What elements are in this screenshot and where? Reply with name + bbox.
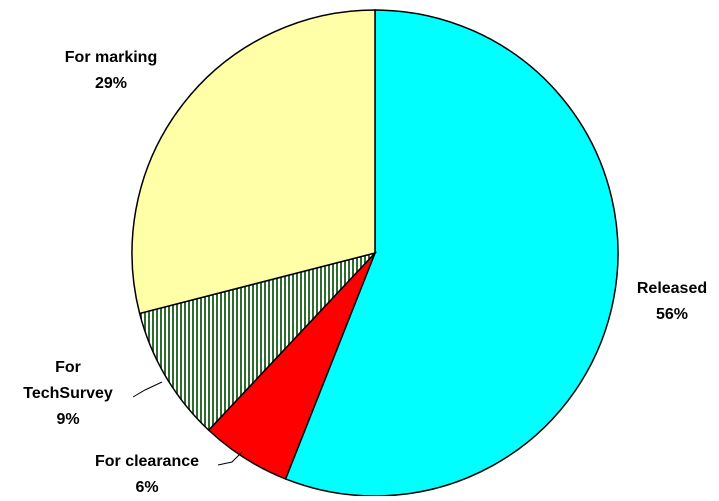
label-name: For TechSurvey — [23, 359, 113, 402]
pie-slice — [138, 251, 378, 432]
pie — [131, 9, 619, 496]
leader-line — [132, 381, 163, 398]
slice-label: For marking 29% — [36, 45, 186, 97]
label-name: Released — [636, 280, 708, 297]
slice-label: For clearance 6% — [72, 449, 222, 501]
label-value: 29% — [94, 75, 128, 92]
pie-slice — [284, 9, 619, 496]
label-name: For marking — [64, 49, 158, 66]
label-value: 56% — [655, 306, 689, 323]
slice-label: For TechSurvey 9% — [13, 355, 123, 433]
pie-slice — [131, 9, 376, 315]
label-value: 9% — [56, 411, 80, 428]
slice-label: Released 56% — [625, 276, 719, 328]
label-name: For clearance — [94, 453, 200, 470]
label-value: 6% — [135, 479, 159, 496]
leader-line — [217, 451, 243, 466]
